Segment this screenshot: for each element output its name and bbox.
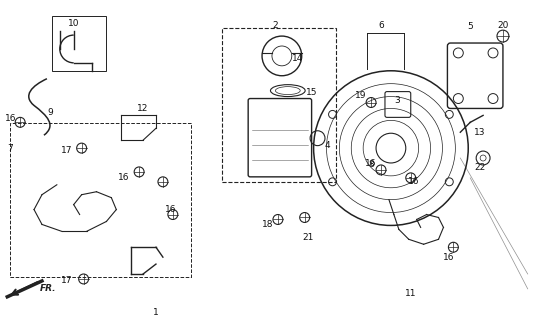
Text: 17: 17 <box>61 146 73 155</box>
Bar <box>10 123 191 277</box>
Text: 9: 9 <box>47 108 53 117</box>
Text: 14: 14 <box>292 54 303 63</box>
Text: 21: 21 <box>302 233 313 242</box>
Text: 6: 6 <box>378 21 384 30</box>
Text: 15: 15 <box>306 88 317 97</box>
Text: 10: 10 <box>68 19 80 28</box>
Text: 3: 3 <box>394 96 400 105</box>
Text: 16: 16 <box>408 177 420 186</box>
Text: 20: 20 <box>497 21 508 30</box>
Text: 12: 12 <box>137 104 149 113</box>
Text: 7: 7 <box>7 144 13 153</box>
Text: 16: 16 <box>117 173 129 182</box>
Text: 18: 18 <box>262 220 274 229</box>
Text: 8: 8 <box>368 160 374 170</box>
Text: 2: 2 <box>272 21 278 30</box>
Text: 19: 19 <box>356 91 367 100</box>
Text: 13: 13 <box>474 128 486 137</box>
Text: 16: 16 <box>365 159 377 168</box>
Bar <box>222 28 336 182</box>
Text: 5: 5 <box>467 22 473 31</box>
Bar <box>52 16 106 71</box>
Text: 22: 22 <box>475 164 486 172</box>
Text: 17: 17 <box>61 276 73 285</box>
Text: 16: 16 <box>165 205 177 214</box>
Text: 16: 16 <box>443 253 454 262</box>
Text: 11: 11 <box>405 289 417 298</box>
Text: FR.: FR. <box>40 284 57 293</box>
Text: 16: 16 <box>4 114 16 123</box>
Text: 1: 1 <box>153 308 159 317</box>
Text: 4: 4 <box>325 140 331 150</box>
